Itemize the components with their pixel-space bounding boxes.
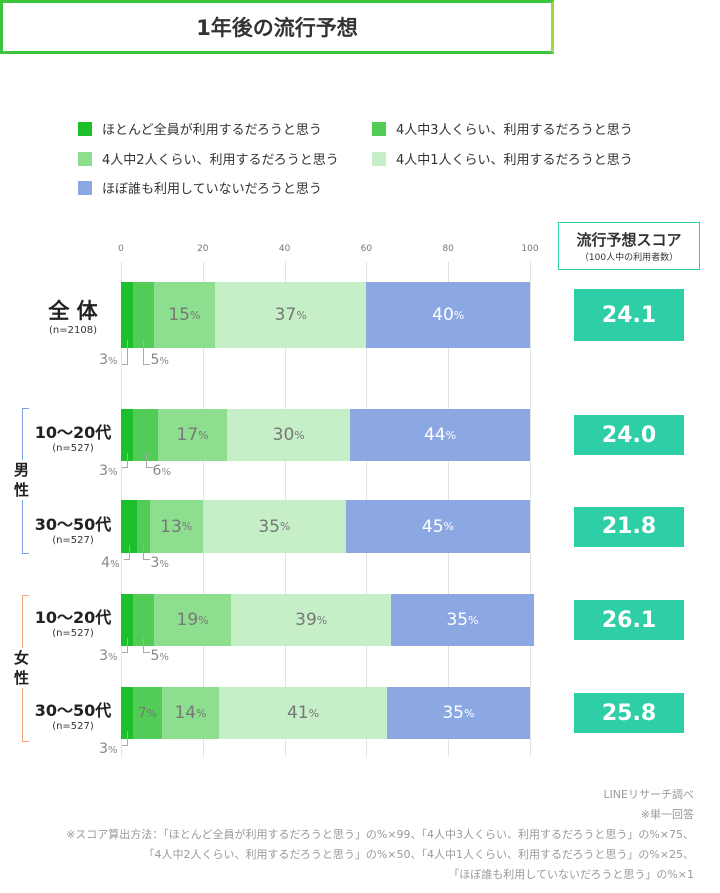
score-value: 21.8	[574, 506, 684, 547]
gridline	[530, 262, 531, 757]
bar-segment	[121, 282, 134, 348]
bar-segment: 7%	[133, 687, 162, 739]
outside-label: 6%	[152, 463, 171, 479]
row-n: (n=527)	[52, 628, 94, 639]
legend-item: 4人中3人くらい、利用するだろうと思う	[372, 119, 633, 138]
group-label: 男 性	[14, 460, 30, 500]
legend-label: 4人中2人くらい、利用するだろうと思う	[102, 153, 339, 168]
score-header: 流行予想スコア （100人中の利用者数）	[558, 222, 700, 270]
row-label: 全 体 (n=2108)	[18, 295, 128, 336]
bar-segment: 37%	[215, 282, 367, 348]
row-n: (n=527)	[52, 534, 94, 546]
legend-item: 4人中1人くらい、利用するだろうと思う	[372, 149, 633, 168]
bar-segment: 17%	[157, 409, 228, 461]
bar-segment: 35%	[202, 500, 346, 553]
tick-label: 0	[118, 244, 124, 254]
leader-line	[122, 638, 129, 653]
leader-line	[143, 545, 151, 560]
bar-segment: 19%	[153, 594, 232, 646]
bar-segment	[121, 687, 134, 739]
legend-item: ほとんど全員が利用するだろうと思う	[78, 119, 322, 138]
row-name: 10〜20代	[34, 608, 112, 627]
tick-label: 20	[197, 244, 209, 254]
legend-label: ほとんど全員が利用するだろうと思う	[102, 123, 322, 138]
leader-line	[143, 340, 151, 365]
bar-segment: 15%	[153, 282, 216, 348]
leader-line	[145, 453, 153, 468]
bar-segment: 45%	[345, 500, 530, 553]
bar-segment: 35%	[390, 594, 535, 646]
outside-label: 3%	[99, 648, 118, 664]
leader-line	[122, 453, 129, 468]
legend-swatch	[372, 151, 386, 166]
row-name: 30〜50代	[34, 514, 112, 534]
outside-label: 3%	[99, 741, 118, 757]
score-header-sub: （100人中の利用者数）	[579, 253, 679, 263]
legend-swatch	[78, 151, 92, 166]
leader-line	[143, 638, 151, 653]
tick-label: 100	[521, 244, 539, 254]
answer-note: ※単一回答	[640, 808, 694, 821]
outside-label: 3%	[150, 555, 169, 571]
method-note: 「ほぼ誰も利用していないだろうと思う」の%×1	[448, 868, 694, 881]
legend-label: 4人中3人くらい、利用するだろうと思う	[396, 123, 633, 138]
row-label: 30〜50代 (n=527)	[18, 511, 128, 546]
bar-segment	[121, 409, 134, 461]
bar-segment: 44%	[350, 409, 530, 461]
bar-segment	[133, 594, 154, 646]
legend-swatch	[78, 121, 92, 136]
legend-swatch	[372, 121, 386, 136]
bar-segment: 30%	[227, 409, 351, 461]
row-n: (n=527)	[52, 443, 94, 454]
bar-segment: 14%	[161, 687, 220, 739]
bar-segment	[133, 409, 158, 461]
score-value: 26.1	[574, 600, 684, 640]
row-name: 10〜20代	[34, 423, 112, 442]
row-label: 10〜20代 (n=527)	[18, 419, 128, 454]
group-label: 女 性	[14, 647, 30, 688]
outside-label: 3%	[99, 463, 118, 479]
outside-label: 5%	[150, 648, 169, 664]
legend-swatch	[78, 180, 92, 195]
bar-segment	[137, 500, 150, 553]
bar-segment: 13%	[149, 500, 203, 553]
score-value: 24.0	[574, 415, 684, 455]
outside-label: 5%	[150, 352, 169, 368]
row-label: 10〜20代 (n=527)	[18, 604, 128, 639]
bar-segment: 39%	[231, 594, 391, 646]
bar-segment	[121, 500, 138, 553]
leader-line	[122, 340, 129, 365]
row-label: 30〜50代 (n=527)	[18, 697, 128, 732]
row-n: (n=2108)	[49, 325, 97, 336]
row-n: (n=527)	[52, 721, 94, 732]
row-name: 30〜50代	[34, 701, 112, 720]
row-name: 全 体	[48, 299, 98, 323]
bar-segment: 40%	[366, 282, 530, 348]
outside-label: 4%	[101, 555, 120, 571]
legend-label: ほぼ誰も利用していないだろうと思う	[102, 182, 322, 197]
score-value: 24.1	[574, 289, 684, 341]
outside-label: 3%	[99, 352, 118, 368]
legend-item: 4人中2人くらい、利用するだろうと思う	[78, 149, 339, 168]
legend-item: ほぼ誰も利用していないだろうと思う	[78, 178, 322, 197]
source-note: LINEリサーチ調べ	[603, 788, 694, 801]
method-note: 「4人中2人くらい、利用するだろうと思う」の%×50、「4人中1人くらい、利用す…	[143, 848, 694, 861]
score-header-title: 流行予想スコア	[576, 231, 682, 249]
leader-line	[122, 731, 129, 746]
chart-title: 1年後の流行予想	[0, 0, 554, 54]
bar-segment	[121, 594, 134, 646]
tick-label: 60	[360, 244, 373, 254]
tick-label: 80	[442, 244, 454, 254]
method-note: ※スコア算出方法：「ほとんど全員が利用するだろうと思う」の%×99、「4人中3人…	[66, 828, 694, 841]
tick-label: 40	[278, 244, 291, 254]
legend-label: 4人中1人くらい、利用するだろうと思う	[396, 153, 633, 168]
bar-segment: 41%	[219, 687, 387, 739]
bar-segment: 35%	[386, 687, 530, 739]
bar-segment	[133, 282, 154, 348]
leader-line	[124, 545, 131, 560]
score-value: 25.8	[574, 693, 684, 733]
